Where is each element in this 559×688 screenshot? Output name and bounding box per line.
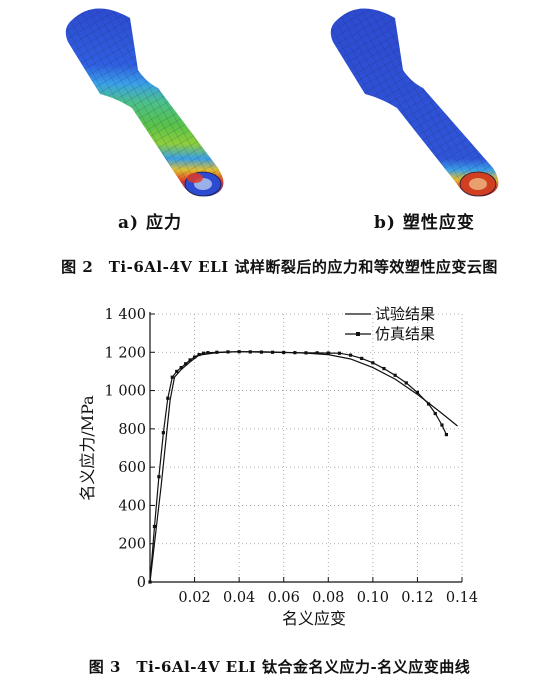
- series-1-point-22: [304, 351, 308, 355]
- series-1-point-13: [206, 351, 210, 355]
- series-1-point-0: [148, 580, 152, 584]
- series-1-point-21: [293, 351, 297, 355]
- series-1-point-34: [433, 411, 437, 416]
- legend-label-0: 试验结果: [375, 305, 435, 323]
- stress-contour-image: [50, 0, 240, 200]
- y-tick-label-4: 800: [118, 422, 146, 438]
- y-tick-label-3: 600: [118, 460, 146, 476]
- chart-axes: [149, 312, 463, 583]
- y-tick-labels: 0 200 400 600 800 1 000 1 200 1 400: [104, 307, 146, 591]
- legend-label-1: 仿真结果: [375, 325, 435, 343]
- y-tick-label-5: 1 000: [104, 384, 146, 400]
- series-line-0: [149, 351, 458, 583]
- x-tick-label-1: 0.04: [223, 590, 255, 606]
- series-1-point-33: [426, 402, 431, 406]
- series-1-point-12: [201, 351, 206, 355]
- y-tick-label-1: 200: [118, 537, 146, 553]
- series-1-point-5: [170, 375, 174, 379]
- y-tick-label-2: 400: [118, 498, 146, 514]
- x-tick-label-0: 0.02: [178, 590, 210, 606]
- series-1-point-6: [175, 369, 179, 374]
- series-1-point-20: [282, 350, 286, 355]
- series-1-point-19: [270, 350, 275, 354]
- x-tick-labels: 0.02 0.04 0.06 0.08 0.10 0.12 0.14: [178, 590, 478, 606]
- series-1-point-11: [197, 352, 201, 357]
- series-1-point-25: [337, 351, 342, 355]
- series-1-point-29: [382, 366, 386, 371]
- figure2-caption: 图 2 Ti-6Al-4V ELI 试样断裂后的应力和等效塑性应变云图: [61, 258, 498, 276]
- x-axis-label: 名义应变: [282, 609, 346, 628]
- series-1-point-30: [393, 373, 397, 377]
- series-1-point-17: [248, 350, 252, 354]
- series-1-point-28: [371, 361, 375, 365]
- series-1-point-4: [166, 396, 170, 400]
- series-1-point-31: [404, 381, 408, 385]
- chart-series: [148, 350, 458, 584]
- series-1-point-32: [415, 390, 420, 395]
- plastic-strain-contour-image: [315, 0, 515, 200]
- series-1-point-23: [315, 351, 319, 355]
- subfigure-label-b: b) 塑性应变: [374, 213, 475, 233]
- y-axis-label: 名义应力/MPa: [78, 395, 97, 501]
- figure3-caption: 图 3 Ti-6Al-4V ELI 钛合金名义应力-名义应变曲线: [88, 658, 471, 676]
- x-tick-label-4: 0.10: [357, 590, 389, 606]
- series-1-point-10: [192, 355, 197, 359]
- series-1-point-24: [326, 351, 330, 355]
- subfigure-label-a: a) 应力: [118, 213, 182, 233]
- legend-marker-1: [356, 332, 360, 336]
- series-1-point-9: [188, 358, 192, 362]
- y-tick-label-6: 1 200: [104, 345, 146, 361]
- series-1-point-1: [152, 524, 157, 529]
- x-tick-label-6: 0.14: [446, 590, 478, 606]
- series-1-point-35: [440, 423, 444, 427]
- series-1-point-8: [184, 362, 188, 366]
- series-1-point-7: [179, 366, 183, 370]
- x-tick-label-2: 0.06: [268, 590, 300, 606]
- series-1-point-3: [161, 431, 165, 435]
- x-tick-label-5: 0.12: [401, 590, 433, 606]
- series-1-point-36: [444, 433, 448, 437]
- y-tick-label-7: 1 400: [104, 307, 146, 323]
- series-1-point-27: [360, 356, 364, 361]
- series-1-point-2: [157, 475, 161, 479]
- y-tick-label-0: 0: [137, 575, 146, 591]
- chart-grid: [150, 313, 463, 582]
- series-1-point-16: [237, 350, 241, 354]
- x-tick-label-3: 0.08: [312, 590, 344, 606]
- series-1-point-26: [348, 353, 353, 357]
- series-1-point-18: [259, 350, 264, 354]
- series-1-point-15: [226, 350, 230, 354]
- series-1-point-14: [215, 350, 219, 354]
